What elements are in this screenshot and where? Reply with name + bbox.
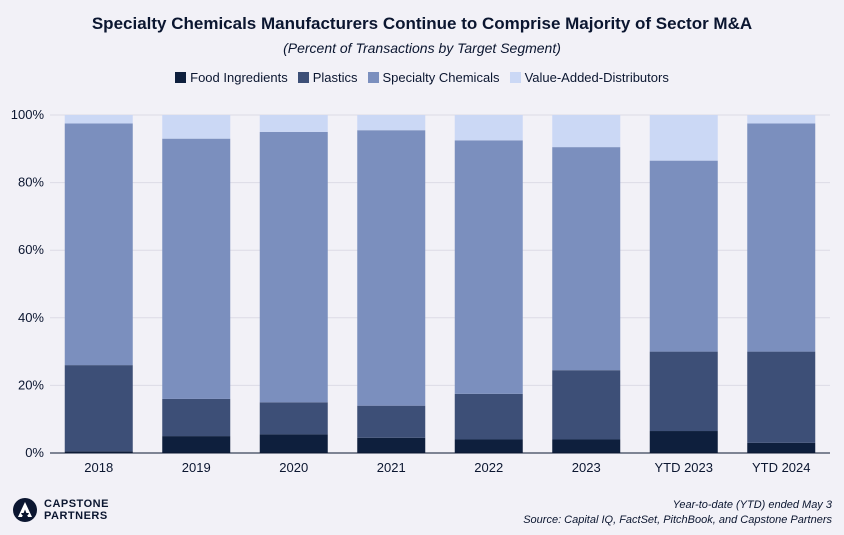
legend: Food Ingredients Plastics Specialty Chem…	[0, 70, 844, 85]
legend-item-value-added-distributors: Value-Added-Distributors	[509, 70, 669, 85]
x-tick-label: 2018	[84, 460, 113, 475]
bar-food-ingredients-ytd-2024	[747, 442, 816, 453]
capstone-logo-icon	[13, 498, 37, 522]
x-tick-label: YTD 2024	[752, 460, 811, 475]
footnote-source: Source: Capital IQ, FactSet, PitchBook, …	[523, 514, 832, 526]
footnote: Year-to-date (YTD) ended May 3 Source: C…	[523, 498, 832, 528]
legend-item-plastics: Plastics	[297, 70, 358, 85]
legend-item-food-ingredients: Food Ingredients	[175, 70, 288, 85]
bar-food-ingredients-2020	[259, 434, 328, 453]
x-tick-label: 2023	[572, 460, 601, 475]
legend-swatch	[175, 72, 187, 83]
bar-value-added-distributors-2022	[454, 115, 523, 141]
bar-plastics-2018	[64, 365, 133, 452]
bar-food-ingredients-2018	[64, 451, 133, 453]
legend-swatch	[297, 72, 309, 83]
bar-food-ingredients-2023	[552, 439, 621, 453]
y-tick-label: 40%	[18, 310, 44, 325]
bar-plastics-2023	[552, 370, 621, 440]
bar-plastics-2020	[259, 402, 328, 435]
bar-value-added-distributors-ytd-2024	[747, 115, 816, 124]
bar-value-added-distributors-2019	[162, 115, 231, 139]
bar-value-added-distributors-2021	[357, 115, 426, 131]
y-tick-label: 0%	[25, 445, 44, 460]
y-tick-label: 20%	[18, 377, 44, 392]
chart-title: Specialty Chemicals Manufacturers Contin…	[91, 14, 753, 33]
bar-specialty-chemicals-2018	[64, 123, 133, 366]
x-tick-label: 2021	[377, 460, 406, 475]
bar-food-ingredients-2022	[454, 439, 523, 453]
bar-food-ingredients-ytd-2023	[649, 431, 718, 453]
logo-line2: PARTNERS	[44, 510, 108, 522]
bar-specialty-chemicals-2019	[162, 138, 231, 399]
logo-line1: CAPSTONE	[44, 498, 109, 510]
bar-food-ingredients-2021	[357, 437, 426, 453]
legend-label: Food Ingredients	[190, 70, 288, 85]
bar-plastics-2019	[162, 398, 231, 437]
bar-value-added-distributors-2018	[64, 115, 133, 124]
x-tick-label: 2022	[474, 460, 503, 475]
bar-plastics-2022	[454, 393, 523, 440]
bar-specialty-chemicals-2020	[259, 131, 328, 403]
bar-food-ingredients-2019	[162, 436, 231, 453]
legend-swatch	[367, 72, 379, 83]
y-tick-label: 100%	[11, 107, 45, 122]
x-tick-label: YTD 2023	[654, 460, 713, 475]
bar-specialty-chemicals-ytd-2024	[747, 123, 816, 352]
legend-label: Specialty Chemicals	[382, 70, 500, 85]
bar-plastics-ytd-2023	[649, 351, 718, 432]
legend-label: Value-Added-Distributors	[524, 70, 669, 85]
bar-plastics-ytd-2024	[747, 351, 816, 443]
bar-value-added-distributors-2020	[259, 115, 328, 132]
y-tick-label: 80%	[18, 175, 44, 190]
bar-specialty-chemicals-ytd-2023	[649, 160, 718, 352]
bar-value-added-distributors-2023	[552, 115, 621, 148]
bar-specialty-chemicals-2023	[552, 147, 621, 371]
legend-item-specialty-chemicals: Specialty Chemicals	[367, 70, 500, 85]
y-tick-label: 60%	[18, 242, 44, 257]
legend-swatch	[509, 72, 521, 83]
legend-label: Plastics	[312, 70, 358, 85]
x-tick-label: 2019	[182, 460, 211, 475]
chart-subtitle: (Percent of Transactions by Target Segme…	[283, 40, 561, 56]
bar-specialty-chemicals-2022	[454, 140, 523, 394]
x-tick-label: 2020	[279, 460, 308, 475]
bar-specialty-chemicals-2021	[357, 130, 426, 406]
bar-value-added-distributors-ytd-2023	[649, 115, 718, 161]
footnote-ytd: Year-to-date (YTD) ended May 3	[672, 499, 832, 511]
bar-plastics-2021	[357, 405, 426, 438]
capstone-logo: CAPSTONE PARTNERS	[12, 497, 109, 523]
